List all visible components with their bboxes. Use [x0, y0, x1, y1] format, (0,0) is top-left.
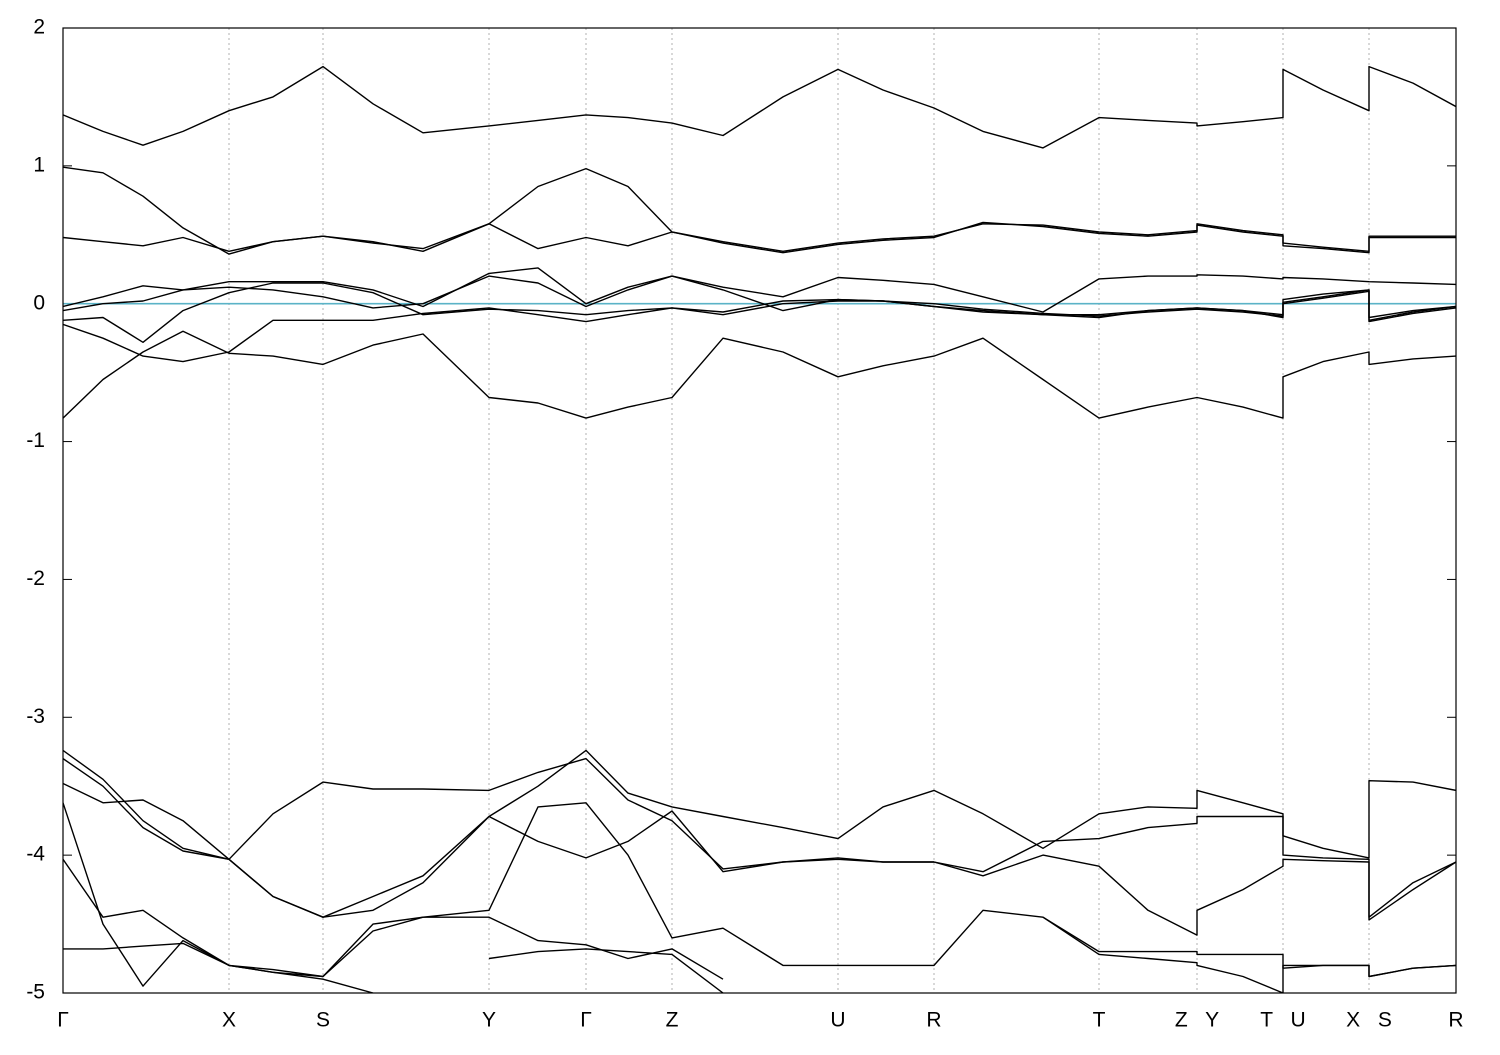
y-tick-label: -3: [26, 705, 45, 728]
band-line: [63, 330, 1456, 419]
y-tick-label: 2: [33, 16, 45, 39]
band-line: [63, 221, 1456, 254]
band-line: [63, 858, 724, 980]
x-tick-label: R: [926, 1009, 941, 1032]
x-tick-label: U: [830, 1009, 845, 1032]
x-tick-label: Γ: [57, 1009, 69, 1032]
x-tick-label: S: [316, 1009, 330, 1032]
band-line: [63, 802, 1456, 987]
x-tick-label: X S: [1346, 1009, 1392, 1032]
x-tick-label: Z: [666, 1009, 679, 1032]
x-tick-label: Z Y: [1175, 1009, 1219, 1032]
y-tick-label: 1: [33, 153, 45, 176]
y-tick-label: 0: [33, 291, 45, 314]
x-tick-label: Γ: [580, 1009, 592, 1032]
band-line: [63, 65, 1456, 149]
plot-frame: [62, 27, 1457, 994]
x-tick-label: T: [1093, 1009, 1106, 1032]
y-tick-label: -5: [26, 981, 45, 1004]
band-line: [488, 948, 724, 993]
y-tick-label: -2: [26, 567, 45, 590]
band-line: [63, 267, 1456, 313]
band-line: [63, 290, 1456, 363]
y-tick-label: -1: [26, 429, 45, 452]
band-line: [63, 757, 1456, 918]
x-tick-label: X: [222, 1009, 236, 1032]
y-tick-label: -4: [26, 843, 45, 866]
x-tick-label: Y: [482, 1009, 496, 1032]
band-line: [63, 942, 374, 993]
x-tick-label: T U: [1260, 1009, 1305, 1032]
x-tick-label: R: [1448, 1009, 1463, 1032]
band-line: [63, 782, 1456, 936]
band-line: [1042, 916, 1456, 993]
plot-lines: [63, 65, 1456, 993]
